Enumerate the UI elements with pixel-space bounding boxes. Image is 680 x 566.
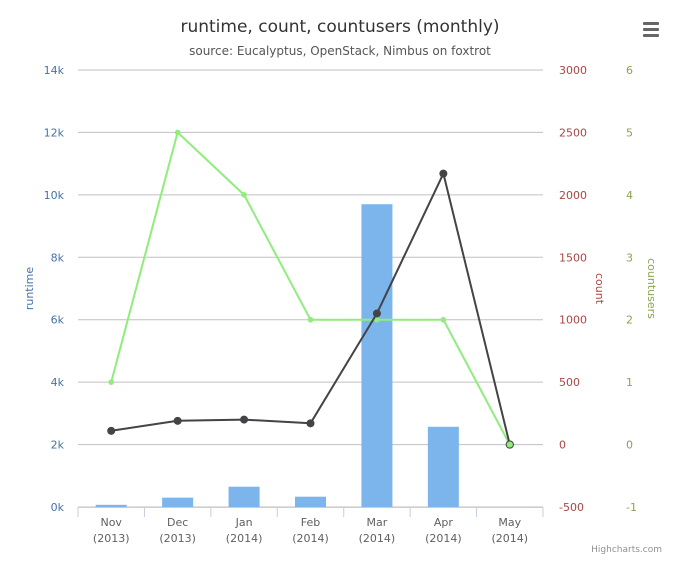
bar-runtime[interactable] bbox=[361, 204, 393, 507]
point-countusers[interactable] bbox=[174, 129, 181, 136]
credits[interactable]: Highcharts.com bbox=[591, 545, 662, 555]
runtime-axis-tick: 2k bbox=[51, 439, 65, 452]
countusers-axis-title: countusers bbox=[645, 258, 658, 319]
count-axis-tick: 2000 bbox=[559, 189, 587, 202]
runtime-axis-tick: 8k bbox=[51, 251, 65, 264]
axes: Nov (2013) Dec (2013) Jan (2014) Feb (2014) Mar (… bbox=[23, 64, 658, 545]
count-axis-tick: 3000 bbox=[559, 64, 587, 77]
x-axis-label-year: (2014) bbox=[425, 532, 462, 545]
count-axis-tick: 1500 bbox=[559, 251, 587, 264]
chart-title: runtime, count, countusers (monthly) bbox=[180, 17, 499, 37]
countusers-axis-tick: 1 bbox=[626, 376, 633, 389]
runtime-axis-title: runtime bbox=[23, 267, 36, 311]
x-axis-label-month: May bbox=[498, 516, 521, 529]
countusers-axis-tick: 3 bbox=[626, 251, 633, 264]
runtime-axis-tick: 6k bbox=[51, 314, 65, 327]
bar-runtime[interactable] bbox=[95, 504, 127, 507]
count-axis-tick: 0 bbox=[559, 439, 566, 452]
line-count bbox=[111, 172, 511, 445]
line-countusers bbox=[110, 131, 511, 446]
runtime-axis-tick: 0k bbox=[51, 501, 65, 514]
bar-runtime[interactable] bbox=[295, 496, 326, 507]
point-countusers[interactable] bbox=[241, 192, 247, 198]
x-axis-label-month: Jan bbox=[235, 516, 253, 529]
point-countusers[interactable] bbox=[374, 316, 380, 323]
x-axis-label-year: (2014) bbox=[292, 532, 329, 545]
series-lines bbox=[107, 129, 514, 449]
point-countusers[interactable] bbox=[440, 316, 447, 323]
x-axis-label-year: (2013) bbox=[93, 532, 130, 545]
point-count[interactable] bbox=[240, 415, 249, 424]
x-axis-label-month: Mar bbox=[367, 516, 388, 529]
x-axis-label-month: Feb bbox=[301, 516, 320, 529]
count-axis-tick: 1000 bbox=[559, 314, 587, 327]
x-axis-label-year: (2013) bbox=[159, 532, 196, 545]
point-overlap[interactable] bbox=[505, 440, 514, 449]
menu-button[interactable] bbox=[638, 18, 664, 40]
runtime-bars bbox=[95, 204, 459, 507]
countusers-axis-tick: -1 bbox=[626, 501, 637, 514]
x-axis-label-year: (2014) bbox=[226, 532, 263, 545]
count-axis-title: count bbox=[593, 273, 606, 305]
menu-icon bbox=[643, 22, 659, 37]
point-count[interactable] bbox=[107, 426, 116, 435]
count-axis-tick: -500 bbox=[559, 501, 584, 514]
x-axis-label-year: (2014) bbox=[491, 532, 528, 545]
count-axis-tick: 500 bbox=[559, 376, 580, 389]
point-countusers[interactable] bbox=[307, 316, 314, 323]
runtime-axis-tick: 14k bbox=[44, 64, 65, 77]
bar-runtime[interactable] bbox=[228, 486, 260, 507]
point-count[interactable] bbox=[173, 416, 182, 425]
bar-runtime[interactable] bbox=[162, 497, 194, 507]
count-axis-tick: 2500 bbox=[559, 126, 587, 139]
countusers-axis-tick: 4 bbox=[626, 189, 633, 202]
point-count[interactable] bbox=[306, 419, 315, 428]
gridlines bbox=[78, 69, 543, 508]
runtime-axis-tick: 10k bbox=[44, 189, 65, 202]
countusers-axis-tick: 6 bbox=[626, 64, 633, 77]
x-axis-label-month: Dec bbox=[167, 516, 188, 529]
countusers-axis-tick: 0 bbox=[626, 439, 633, 452]
runtime-axis-tick: 4k bbox=[51, 376, 65, 389]
point-count[interactable] bbox=[439, 169, 448, 178]
x-axis-label-month: Nov bbox=[100, 516, 122, 529]
x-axis-label-year: (2014) bbox=[359, 532, 396, 545]
countusers-axis-tick: 5 bbox=[626, 126, 633, 139]
runtime-axis-tick: 12k bbox=[44, 126, 65, 139]
bar-runtime[interactable] bbox=[427, 426, 459, 507]
x-axis-label-month: Apr bbox=[434, 516, 454, 529]
countusers-axis-tick: 2 bbox=[626, 314, 633, 327]
point-countusers[interactable] bbox=[108, 379, 115, 385]
point-count[interactable] bbox=[372, 309, 381, 318]
chart-subtitle: source: Eucalyptus, OpenStack, Nimbus on… bbox=[189, 44, 491, 58]
